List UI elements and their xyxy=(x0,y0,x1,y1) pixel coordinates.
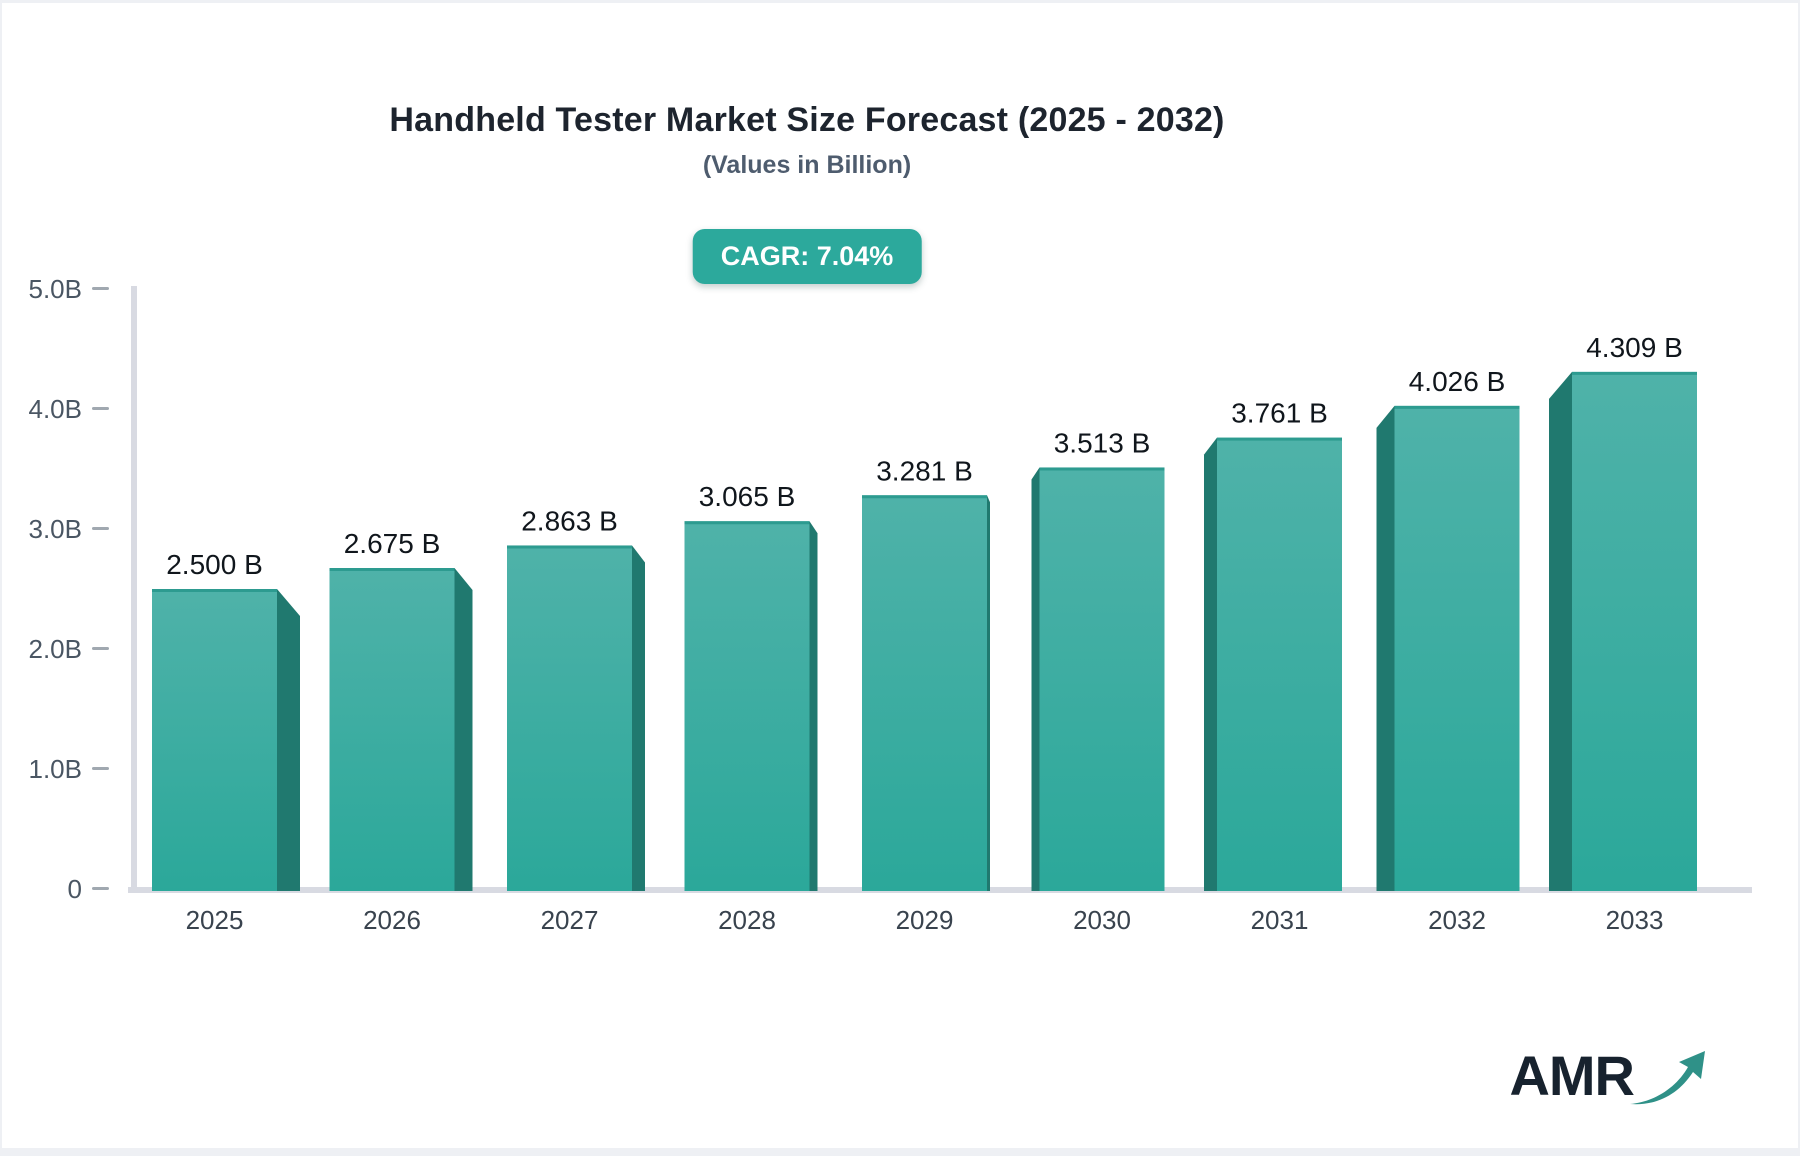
y-axis-label: 2.0B xyxy=(29,634,83,664)
amr-logo-text: AMR xyxy=(1509,1044,1635,1107)
amr-logo: AMR xyxy=(1509,1046,1706,1116)
page-title: Handheld Tester Market Size Forecast (20… xyxy=(389,101,1225,139)
bar-face xyxy=(1217,437,1342,891)
bar-value-label: 3.513 B xyxy=(1054,427,1151,458)
bar-2030: 3.513 B 2030 xyxy=(1031,427,1165,935)
bar-side-face xyxy=(987,495,990,891)
bar-value-label: 2.500 B xyxy=(166,549,263,580)
bar-2026: 2.675 B 2026 xyxy=(329,528,473,935)
y-axis-tick xyxy=(92,647,109,650)
bar-side-face xyxy=(1204,437,1217,891)
y-axis-label: 4.0B xyxy=(29,394,83,424)
y-axis-label: 1.0B xyxy=(29,754,83,784)
bar-2025: 2.500 B 2025 xyxy=(152,549,300,935)
bar-side-face xyxy=(632,545,645,891)
bar-face xyxy=(1039,467,1165,891)
bar-value-label: 2.863 B xyxy=(521,505,618,536)
bar-face xyxy=(507,545,632,891)
bar-face xyxy=(152,589,277,891)
growth-arrow-icon xyxy=(1630,1051,1705,1105)
bar-value-label: 4.309 B xyxy=(1586,332,1683,363)
x-axis-label: 2027 xyxy=(541,905,599,935)
bar-2029: 3.281 B 2029 xyxy=(862,455,990,935)
y-axis-tick xyxy=(92,407,109,410)
x-axis-label: 2030 xyxy=(1073,905,1131,935)
bar-face xyxy=(862,495,987,891)
x-axis-label: 2031 xyxy=(1251,905,1309,935)
bar-value-label: 2.675 B xyxy=(344,528,441,559)
x-axis-label: 2026 xyxy=(363,905,421,935)
y-axis-label: 3.0B xyxy=(29,514,83,544)
bar-side-face xyxy=(1031,467,1040,891)
bar-2031: 3.761 B 2031 xyxy=(1204,398,1342,935)
bar-side-face xyxy=(1549,371,1572,891)
bar-side-face xyxy=(1376,405,1395,891)
x-axis-label: 2029 xyxy=(896,905,954,935)
x-axis-label: 2032 xyxy=(1428,905,1486,935)
bar-2028: 3.065 B 2028 xyxy=(684,481,818,935)
chart-subtitle: (Values in Billion) xyxy=(702,151,912,179)
bar-side-face xyxy=(809,521,818,891)
bar-value-label: 3.065 B xyxy=(699,481,796,512)
bar-face xyxy=(684,521,810,891)
x-axis-label: 2025 xyxy=(186,905,244,935)
chart-card: Handheld Tester Market Size Forecast (20… xyxy=(2,3,1798,1148)
y-axis-tick xyxy=(92,287,109,290)
bar-value-label: 3.761 B xyxy=(1231,398,1328,429)
y-axis-tick xyxy=(92,527,109,530)
bar-2033: 4.309 B 2033 xyxy=(1549,332,1697,935)
bar-side-face xyxy=(277,589,300,891)
bar-value-label: 3.281 B xyxy=(876,455,973,486)
bar-face xyxy=(329,568,455,891)
y-axis-label: 0 xyxy=(68,874,82,904)
x-axis-label: 2028 xyxy=(718,905,776,935)
y-axis-label: 5.0B xyxy=(29,274,83,304)
bar-value-label: 4.026 B xyxy=(1409,366,1506,397)
bar-face xyxy=(1394,405,1520,891)
bar-2032: 4.026 B 2032 xyxy=(1376,366,1520,935)
y-axis-tick xyxy=(92,767,109,770)
bar-face xyxy=(1572,371,1697,891)
bar-side-face xyxy=(454,568,473,891)
y-axis-tick xyxy=(92,887,109,890)
x-axis-label: 2033 xyxy=(1606,905,1664,935)
bar-2027: 2.863 B 2027 xyxy=(507,505,645,935)
cagr-badge: CAGR: 7.04% xyxy=(692,229,922,284)
y-axis-line xyxy=(131,286,137,893)
